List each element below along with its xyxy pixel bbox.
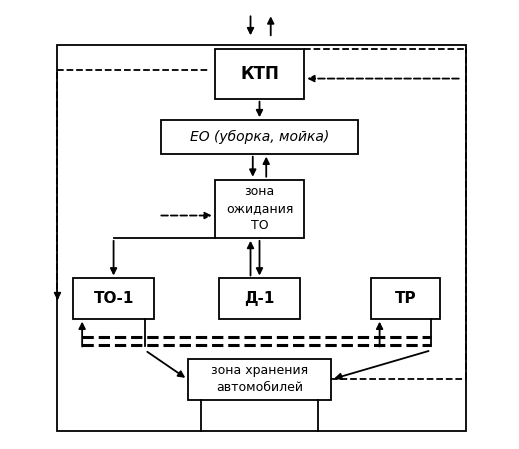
FancyBboxPatch shape — [371, 278, 440, 319]
FancyBboxPatch shape — [214, 180, 305, 238]
Text: зона
ожидания
ТО: зона ожидания ТО — [226, 185, 293, 232]
Text: ЕО (уборка, мойка): ЕО (уборка, мойка) — [190, 130, 329, 144]
FancyBboxPatch shape — [188, 359, 331, 400]
FancyBboxPatch shape — [219, 278, 300, 319]
FancyBboxPatch shape — [73, 278, 154, 319]
FancyBboxPatch shape — [214, 49, 305, 99]
Text: КТП: КТП — [240, 65, 279, 83]
Text: Д-1: Д-1 — [244, 291, 275, 306]
Text: ТО-1: ТО-1 — [93, 291, 134, 306]
FancyBboxPatch shape — [161, 120, 358, 154]
Text: ТР: ТР — [394, 291, 416, 306]
Text: зона хранения
автомобилей: зона хранения автомобилей — [211, 365, 308, 394]
